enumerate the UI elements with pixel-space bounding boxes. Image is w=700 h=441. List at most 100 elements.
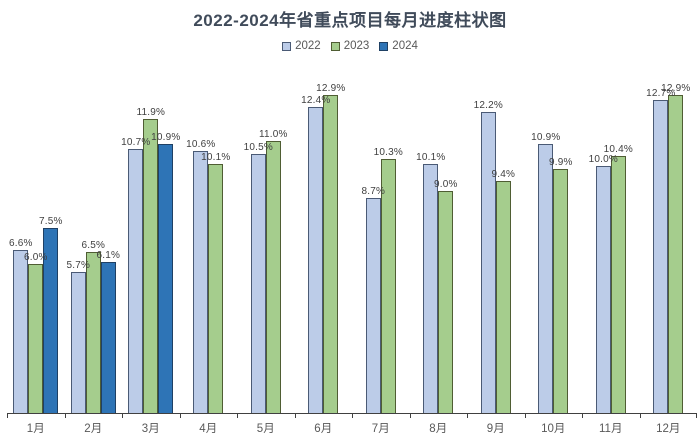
x-axis-label-10月: 10月 [541, 423, 566, 435]
bar-2022-11月: 10.0% [589, 154, 618, 413]
month-group-2月: 5.7% 6.5% 6.1% [65, 58, 123, 413]
x-axis-tick [639, 414, 641, 418]
bar-value-label: 11.0% [258, 129, 288, 141]
bar-value-label: 6.5% [81, 240, 106, 252]
legend: 2022 2023 2024 [0, 38, 700, 54]
bar-value-label: 9.9% [548, 156, 573, 168]
month-group-5月: 10.5% 11.0% [237, 58, 295, 413]
bar-value-label: 6.0% [23, 252, 48, 264]
bar-2022-2月: 5.7% [66, 260, 90, 413]
bar-2022-10月: 10.9% [531, 132, 560, 413]
month-group-3月: 10.7% 11.9% 10.9% [121, 58, 180, 413]
bar-value-label: 12.9% [316, 82, 346, 94]
bar-2023-3月: 11.9% [136, 107, 165, 413]
legend-item-2024: 2024 [379, 40, 418, 52]
x-axis-tick [64, 414, 66, 418]
x-axis-tick [179, 414, 181, 418]
bar-value-label: 8.7% [361, 186, 386, 197]
bar-value-label: 5.7% [66, 259, 91, 271]
bar-2022-4月: 10.6% [186, 139, 215, 413]
plot-area: 6.6% 6.0% 7.5% 5.7% 6.5% 6.1% 10.7% 11.9% 10.9% 1… [7, 58, 697, 436]
bar-2023-9月: 9.4% [491, 169, 515, 413]
bar-2024-3月: 10.9% [151, 132, 180, 413]
x-axis-label-1月: 1月 [26, 423, 45, 435]
bar-value-label: 12.2% [473, 99, 503, 111]
month-group-12月: 12.7% 12.9% [640, 58, 698, 413]
x-axis-tick [409, 414, 411, 418]
x-axis-tick [237, 414, 238, 418]
legend-item-2022: 2022 [282, 40, 321, 52]
bar-2022-8月: 10.1% [416, 152, 445, 413]
x-axis-tick [7, 414, 8, 418]
bar-value-label: 6.6% [8, 237, 33, 249]
legend-label-2023: 2023 [343, 40, 370, 52]
bar-2023-8月: 9.0% [434, 179, 457, 413]
bar-value-label: 12.7% [646, 87, 676, 99]
month-group-8月: 10.1% 9.0% [410, 58, 468, 413]
month-group-7月: 8.7% 10.3% [352, 58, 410, 413]
legend-swatch-2022 [282, 41, 292, 51]
bar-value-label: 12.4% [301, 95, 331, 106]
bar-value-label: 10.6% [186, 139, 216, 151]
legend-label-2024: 2024 [392, 40, 418, 52]
x-axis-tick [524, 414, 526, 418]
month-group-4月: 10.6% 10.1% [180, 58, 238, 413]
bar-2022-1月: 6.6% [9, 238, 32, 413]
x-axis-tick [294, 414, 296, 418]
x-axis-tick [122, 414, 123, 418]
bar-2022-3月: 10.7% [121, 137, 150, 413]
bar-2023-1月: 6.0% [24, 252, 47, 413]
x-axis-label-7月: 7月 [371, 423, 390, 435]
bar-2023-5月: 11.0% [259, 129, 287, 413]
bar-2023-12月: 12.9% [661, 83, 690, 413]
bar-value-label: 10.9% [531, 131, 561, 143]
x-axis-tick [352, 414, 353, 418]
bar-2023-6月: 12.9% [316, 83, 345, 413]
bar-2023-10月: 9.9% [549, 157, 572, 413]
bar-2024-1月: 7.5% [39, 216, 62, 413]
month-group-11月: 10.0% 10.4% [582, 58, 640, 413]
x-axis-label-2月: 2月 [84, 423, 103, 435]
bar-value-label: 12.9% [661, 82, 691, 94]
x-axis-label-5月: 5月 [256, 423, 275, 435]
bar-2023-4月: 10.1% [201, 152, 230, 413]
chart-title: 2022-2024年省重点项目每月进度柱状图 [193, 11, 507, 30]
x-axis-tick [696, 414, 697, 418]
month-group-9月: 12.2% 9.4% [467, 58, 525, 413]
x-axis-ticks [7, 414, 697, 419]
bar-value-label: 10.9% [151, 131, 181, 143]
x-axis-label-4月: 4月 [199, 423, 218, 435]
month-group-6月: 12.4% 12.9% [295, 58, 353, 413]
x-axis-label-12月: 12月 [656, 423, 681, 435]
bar-value-label: 10.0% [588, 154, 618, 165]
x-axis-labels: 1月 2月 3月 4月 5月 6月 7月 8月 9月 10月 11月 12月 [7, 419, 697, 436]
bar-value-label: 10.3% [373, 146, 403, 158]
x-axis-label-3月: 3月 [141, 423, 160, 435]
bar-2023-7月: 10.3% [374, 147, 403, 413]
bar-value-label: 9.4% [491, 168, 516, 180]
plot-bars: 6.6% 6.0% 7.5% 5.7% 6.5% 6.1% 10.7% 11.9% 10.9% 1… [7, 58, 697, 414]
bar-2022-6月: 12.4% [301, 95, 330, 413]
x-axis-tick [582, 414, 583, 418]
legend-label-2022: 2022 [295, 40, 321, 52]
month-group-1月: 6.6% 6.0% 7.5% [7, 58, 65, 413]
bar-value-label: 10.1% [201, 151, 231, 163]
bar-value-label: 7.5% [38, 215, 63, 227]
bar-value-label: 11.9% [136, 107, 166, 119]
bar-2024-2月: 6.1% [96, 250, 120, 413]
x-axis-label-8月: 8月 [429, 423, 448, 435]
x-axis-tick [467, 414, 468, 418]
month-group-10月: 10.9% 9.9% [525, 58, 583, 413]
bar-2022-5月: 10.5% [244, 142, 273, 413]
bar-2023-11月: 10.4% [604, 144, 633, 413]
legend-swatch-2024 [379, 41, 389, 51]
bar-value-label: 10.5% [243, 141, 273, 153]
x-axis-label-6月: 6月 [314, 423, 333, 435]
bar-value-label: 10.4% [603, 144, 633, 156]
bar-2023-2月: 6.5% [81, 240, 105, 413]
bar-value-label: 10.7% [121, 136, 151, 148]
bar-2022-7月: 8.7% [361, 186, 385, 413]
legend-item-2023: 2023 [330, 40, 370, 52]
legend-swatch-2023 [330, 41, 340, 51]
